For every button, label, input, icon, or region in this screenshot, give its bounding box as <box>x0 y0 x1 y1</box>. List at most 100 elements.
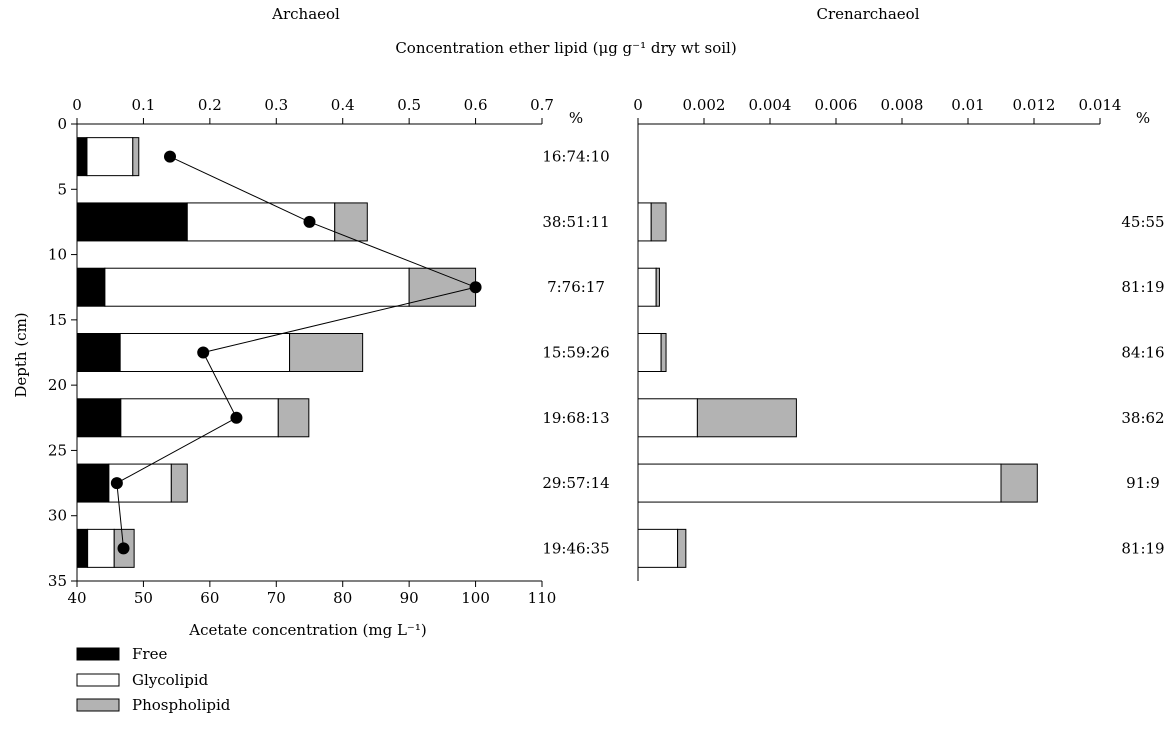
legend-swatch-phospholipid <box>76 698 120 712</box>
y-tick-label: 15 <box>48 311 67 329</box>
acetate-point-7.5 <box>303 215 316 228</box>
bar-glycolipid-22.5 <box>637 398 698 438</box>
bar-glycolipid-12.5 <box>104 267 410 307</box>
bar-free-22.5 <box>76 398 122 438</box>
bottom-tick-label: 80 <box>333 589 352 607</box>
top-tick-label: 0.7 <box>530 96 554 114</box>
archaeol-percent-label: 29:57:14 <box>542 474 609 492</box>
legend-swatch-glycolipid <box>76 673 120 687</box>
acetate-point-2.5 <box>164 150 176 163</box>
crenarchaeol-percent-label: 81:19 <box>1121 539 1164 557</box>
bar-phospholipid-7.5 <box>650 202 667 242</box>
crenarchaeol-chart: 45:55 81:19 84:16 38:62 91:9 81:19 0 0.002 0.004… <box>633 96 1165 581</box>
top-tick-label: 0.3 <box>264 96 288 114</box>
bar-phospholipid-12.5 <box>655 267 660 307</box>
legend-label-glycolipid: Glycolipid <box>132 671 209 689</box>
acetate-point-12.5 <box>469 281 482 294</box>
bar-glycolipid-27.5 <box>637 463 1002 503</box>
y-tick-label: 35 <box>48 572 67 590</box>
right-top-tick-label: 0.008 <box>881 96 924 114</box>
right-top-tick-label: 0.004 <box>749 96 792 114</box>
crenarchaeol-percent-label: 38:62 <box>1121 409 1164 427</box>
bar-free-27.5 <box>76 463 110 503</box>
acetate-axis-label: Acetate concentration (mg L⁻¹) <box>188 621 426 639</box>
bar-glycolipid-32.5 <box>637 528 679 568</box>
bottom-tick-label: 40 <box>67 589 86 607</box>
right-top-tick-label: 0.012 <box>1013 96 1056 114</box>
crenarchaeol-percent-label: 84:16 <box>1121 344 1164 362</box>
crenarchaeol-percent-label: 45:55 <box>1121 213 1164 231</box>
legend-label-phospholipid: Phospholipid <box>132 696 231 714</box>
y-tick-label: 0 <box>57 115 67 133</box>
legend-item-phospholipid: Phospholipid <box>76 696 231 714</box>
bottom-tick-label: 50 <box>134 589 153 607</box>
bar-phospholipid-7.5 <box>334 202 368 242</box>
right-top-tick-label: 0.014 <box>1079 96 1122 114</box>
bottom-tick-label: 110 <box>528 589 557 607</box>
left-percent-label: % <box>569 109 583 127</box>
right-top-tick-label: 0.006 <box>815 96 858 114</box>
bar-free-7.5 <box>76 202 188 242</box>
top-tick-label: 0.5 <box>397 96 421 114</box>
bar-phospholipid-17.5 <box>660 333 667 372</box>
legend-item-free: Free <box>76 645 167 663</box>
right-top-tick-label: 0.002 <box>683 96 726 114</box>
crenarchaeol-title: Crenarchaeol <box>816 5 919 23</box>
legend: Free Glycolipid Phospholipid <box>76 645 231 714</box>
bottom-tick-label: 60 <box>200 589 219 607</box>
bar-phospholipid-2.5 <box>132 137 140 177</box>
acetate-point-17.5 <box>197 346 210 359</box>
right-top-tick-label: 0.01 <box>951 96 984 114</box>
bar-phospholipid-22.5 <box>696 398 797 438</box>
bar-glycolipid-2.5 <box>86 137 134 177</box>
bottom-tick-label: 70 <box>267 589 286 607</box>
bar-phospholipid-27.5 <box>170 463 188 503</box>
bar-glycolipid-22.5 <box>120 398 279 438</box>
bottom-tick-label: 100 <box>461 589 490 607</box>
archaeol-percent-label: 38:51:11 <box>542 213 609 231</box>
archaeol-percent-label: 19:68:13 <box>542 409 609 427</box>
bar-glycolipid-17.5 <box>637 333 662 372</box>
y-tick-label: 25 <box>48 441 67 459</box>
legend-label-free: Free <box>132 645 167 663</box>
legend-swatch-free <box>76 647 120 661</box>
y-tick-label: 20 <box>48 376 67 394</box>
archaeol-percent-label: 16:74:10 <box>542 148 609 166</box>
archaeol-title: Archaeol <box>271 5 340 23</box>
acetate-point-22.5 <box>230 411 243 424</box>
top-tick-label: 0.2 <box>198 96 222 114</box>
bar-phospholipid-27.5 <box>1000 463 1038 503</box>
top-tick-label: 0.4 <box>331 96 355 114</box>
bar-phospholipid-17.5 <box>289 333 364 372</box>
crenarchaeol-percent-label: 91:9 <box>1126 474 1160 492</box>
depth-axis-label: Depth (cm) <box>12 312 30 397</box>
bar-free-17.5 <box>76 333 121 372</box>
top-tick-label: 0.1 <box>131 96 155 114</box>
legend-item-glycolipid: Glycolipid <box>76 671 209 689</box>
bar-glycolipid-12.5 <box>637 267 657 307</box>
crenarchaeol-percent-label: 81:19 <box>1121 278 1164 296</box>
y-tick-label: 30 <box>48 507 67 525</box>
acetate-point-27.5 <box>110 477 123 490</box>
archaeol-chart: 0 0.1 0.2 0.3 0.4 0.5 0.6 0.740 50 60 70 80 90 100 110… <box>48 96 610 607</box>
archaeol-percent-label: 15:59:26 <box>542 344 609 362</box>
y-tick-label: 5 <box>57 180 67 198</box>
acetate-point-32.5 <box>117 542 130 555</box>
bar-phospholipid-22.5 <box>277 398 310 438</box>
right-percent-label: % <box>1136 109 1150 127</box>
top-tick-label: 0 <box>72 96 82 114</box>
y-tick-label: 10 <box>48 246 67 264</box>
top-tick-label: 0.6 <box>464 96 488 114</box>
archaeol-percent-label: 19:46:35 <box>542 539 609 557</box>
shared-axis-title: Concentration ether lipid (μg g⁻¹ dry wt… <box>395 39 736 57</box>
bar-free-32.5 <box>76 528 89 568</box>
bar-glycolipid-7.5 <box>637 202 652 242</box>
bar-phospholipid-32.5 <box>677 528 687 568</box>
right-top-tick-label: 0 <box>633 96 643 114</box>
bottom-tick-label: 90 <box>400 589 419 607</box>
bar-free-12.5 <box>76 267 106 307</box>
bar-free-2.5 <box>76 137 88 177</box>
bar-glycolipid-32.5 <box>87 528 115 568</box>
archaeol-percent-label: 7:76:17 <box>547 278 605 296</box>
